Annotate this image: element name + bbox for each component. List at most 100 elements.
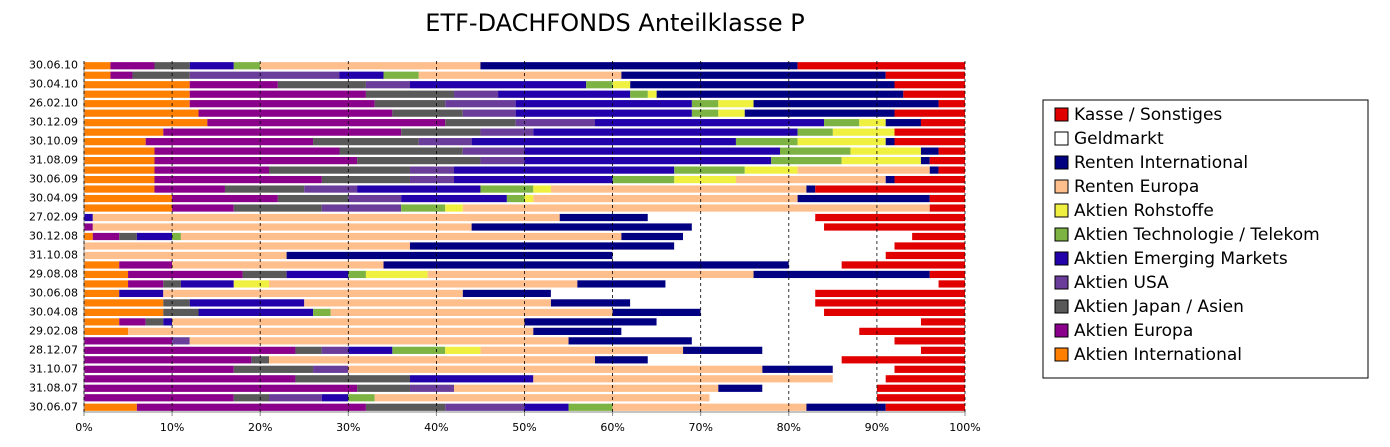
bar-segment (233, 280, 270, 288)
bar-segment (136, 232, 173, 241)
bar-segment (894, 242, 965, 250)
bar-segment (938, 166, 965, 174)
bar-segment (409, 242, 675, 250)
bar-segment (445, 204, 463, 212)
bar-segment (269, 394, 322, 402)
bar-segment (154, 157, 358, 165)
bar-segment (885, 138, 895, 146)
y-tick-label: 27.02.09 (29, 211, 78, 224)
bar-segment (797, 194, 930, 203)
bar-segment (198, 109, 393, 117)
bar-segment (859, 119, 886, 127)
bar-segment (797, 128, 833, 136)
bar-segment (920, 318, 965, 326)
bar-segment (480, 157, 525, 165)
x-tick-label: 30% (336, 421, 360, 434)
bar-segment (392, 346, 446, 354)
bar-segment (154, 185, 225, 193)
bar-segment (506, 194, 525, 203)
bar-segment (647, 90, 657, 98)
bar-segment (815, 185, 965, 193)
bar-segment (84, 157, 155, 165)
bar-segment (84, 318, 120, 326)
y-tick-label: 30.06.08 (29, 286, 78, 299)
bar-segment (180, 280, 234, 288)
bar-segment (832, 365, 895, 373)
legend-swatch (1054, 179, 1069, 194)
bar-segment (84, 175, 155, 184)
bar-segment (189, 81, 278, 89)
bar-segment (84, 280, 129, 288)
bar-segment (718, 109, 745, 117)
bar-segment (832, 128, 895, 136)
bar-segment (84, 261, 120, 269)
bar-segment (533, 194, 798, 203)
bar-segment (674, 166, 745, 174)
bar-segment (674, 175, 736, 184)
bar-segment (683, 232, 913, 241)
bar-segment (119, 289, 164, 298)
y-tick-label: 30.04.10 (29, 78, 78, 91)
bar-segment (894, 128, 965, 136)
bar-segment (524, 194, 534, 203)
bar-segment (762, 384, 877, 392)
bar-segment (762, 346, 921, 354)
bar-segment (269, 280, 578, 288)
y-tick-label: 30.04.09 (29, 192, 78, 205)
bar-segment (594, 356, 648, 364)
legend-label: Renten Europa (1074, 177, 1199, 197)
bar-segment (84, 308, 164, 316)
bar-segment (84, 100, 190, 108)
legend-label: Geldmarkt (1074, 129, 1164, 149)
bar-segment (824, 223, 965, 231)
bar-segment (912, 232, 965, 241)
bar-segment (269, 356, 595, 364)
bar-segment (788, 261, 842, 269)
bar-segment (84, 365, 234, 373)
bar-segment (84, 81, 190, 89)
legend-swatch (1054, 299, 1069, 314)
bar-segment (145, 138, 314, 146)
bar-segment (445, 346, 481, 354)
bar-segment (295, 375, 410, 383)
bar-segment (885, 175, 895, 184)
bar-segment (365, 81, 410, 89)
y-tick-label: 29.08.08 (29, 267, 78, 280)
bar-segment (753, 100, 939, 108)
bar-segment (84, 62, 111, 70)
legend-label: Renten International (1074, 153, 1248, 173)
bar-segment (683, 346, 763, 354)
legend-label: Aktien Japan / Asien (1074, 297, 1244, 317)
bar-segment (806, 403, 886, 411)
bar-segment (277, 81, 366, 89)
bar-segment (357, 185, 481, 193)
bar-segment (454, 90, 499, 98)
bar-segment (621, 327, 860, 335)
bar-segment (172, 204, 234, 212)
bar-segment (779, 147, 851, 155)
bar-segment (621, 232, 684, 241)
bar-segment (321, 394, 349, 402)
bar-segment (744, 109, 895, 117)
bar-segment (929, 204, 965, 212)
bar-segment (84, 242, 410, 250)
bar-segment (850, 147, 921, 155)
x-tick-label: 100% (949, 421, 980, 434)
legend-label: Aktien Rohstoffe (1074, 201, 1214, 221)
bar-segment (233, 62, 261, 70)
y-tick-label: 26.02.10 (29, 97, 78, 110)
bar-segment (568, 403, 613, 411)
bar-segment (418, 71, 622, 79)
y-tick-label: 28.12.07 (29, 343, 78, 356)
bar-segment (462, 109, 516, 117)
bar-segment (84, 128, 164, 136)
bar-segment (128, 270, 243, 279)
bar-segment (445, 100, 516, 108)
x-tick-label: 50% (512, 421, 536, 434)
legend-swatch (1054, 347, 1069, 362)
bar-segment (462, 147, 525, 155)
bar-segment (462, 204, 930, 212)
bar-segment (806, 185, 816, 193)
bar-segment (480, 185, 534, 193)
bar-segment (84, 232, 93, 241)
